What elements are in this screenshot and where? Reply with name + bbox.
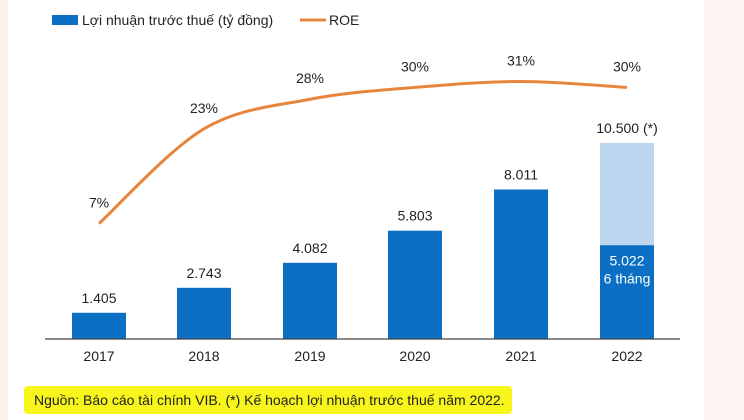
roe-label-2021: 31%	[507, 52, 535, 68]
roe-label-2017: 7%	[89, 195, 109, 211]
x-tick-2019: 2019	[294, 348, 325, 364]
background-strip-left	[0, 0, 8, 420]
profit-roe-chart: Lợi nhuận trước thuế (tỷ đồng) ROE 10.50…	[45, 12, 680, 364]
x-tick-2020: 2020	[399, 348, 430, 364]
bar-label-2022: 5.022	[609, 252, 644, 268]
roe-label-2019: 28%	[296, 70, 324, 86]
roe-line	[97, 79, 628, 225]
x-tick-2022: 2022	[611, 348, 642, 364]
bar-label-2022-plan: 10.500 (*)	[596, 120, 657, 136]
bar-label-2018: 2.743	[186, 265, 221, 281]
bar-label-2017: 1.405	[81, 290, 116, 306]
roe-label-2018: 23%	[190, 100, 218, 116]
bar-label-2019: 4.082	[292, 240, 327, 256]
legend-label-roe: ROE	[329, 12, 359, 28]
footnote-highlight: Nguồn: Báo cáo tài chính VIB. (*) Kế hoạ…	[24, 386, 512, 414]
footnote: Nguồn: Báo cáo tài chính VIB. (*) Kế hoạ…	[34, 392, 505, 408]
bar-2018	[177, 287, 231, 339]
legend-swatch-profit	[52, 15, 78, 25]
bar-2022	[600, 245, 654, 339]
legend-label-profit: Lợi nhuận trước thuế (tỷ đồng)	[82, 12, 273, 28]
x-tick-2017: 2017	[83, 348, 114, 364]
roe-label-2020: 30%	[401, 58, 429, 74]
bar-note-2022: 6 tháng	[604, 270, 651, 286]
bar-2020	[388, 230, 442, 339]
roe-label-2022: 30%	[613, 58, 641, 74]
x-tick-2021: 2021	[505, 348, 536, 364]
bar-label-2020: 5.803	[397, 208, 432, 224]
bar-label-2021: 8.011	[504, 166, 538, 182]
legend: Lợi nhuận trước thuế (tỷ đồng) ROE	[52, 12, 359, 28]
bar-2017	[72, 312, 126, 339]
background-strip-right	[704, 0, 744, 420]
bar-2021	[494, 189, 548, 339]
bar-2019	[283, 262, 337, 339]
x-tick-2018: 2018	[188, 348, 219, 364]
